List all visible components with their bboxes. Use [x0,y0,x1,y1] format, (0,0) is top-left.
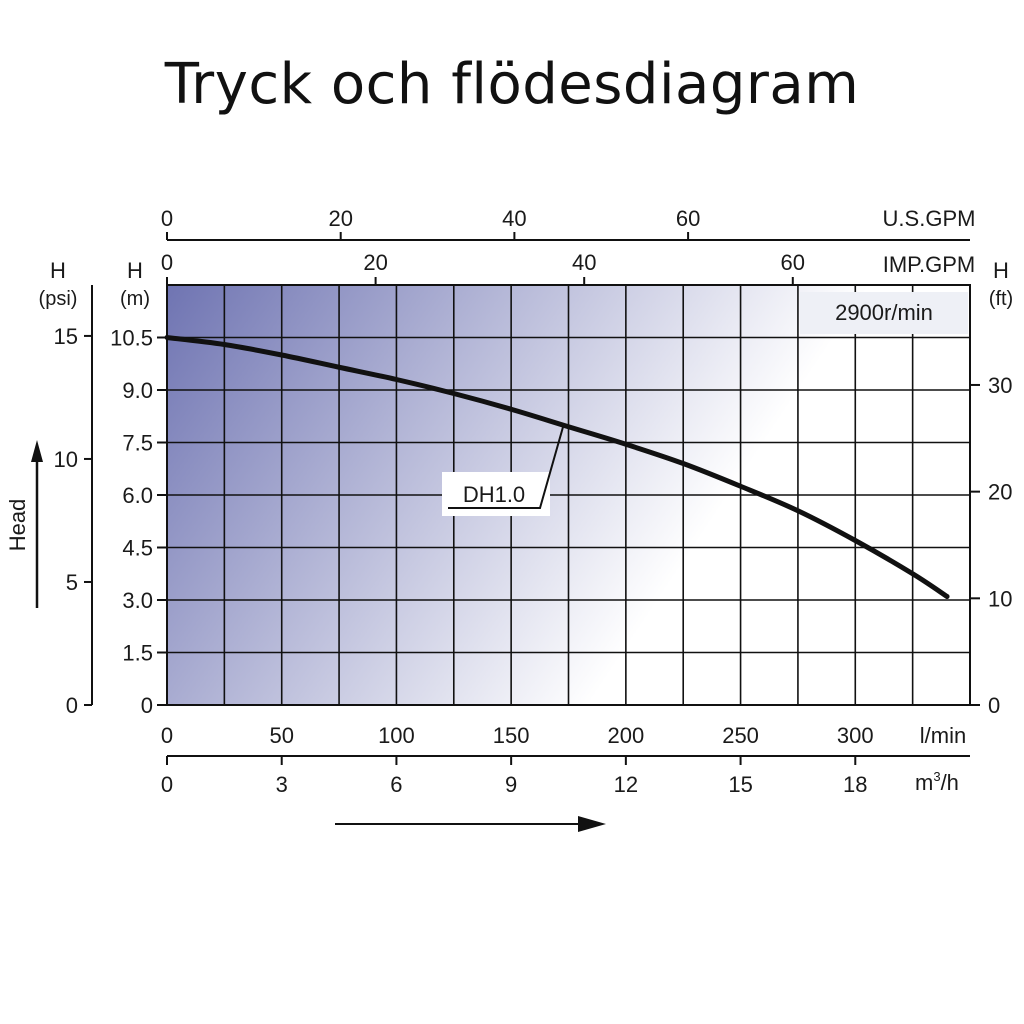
x-tick-label-m3h: 9 [505,772,517,797]
y-tick-label-m: 9.0 [122,378,153,403]
y-tick-label-ft: 10 [988,586,1012,611]
x-tick-label-usgpm: 60 [676,206,700,231]
y-tick-label-m: 6.0 [122,483,153,508]
x-tick-label-impgpm: 0 [161,250,173,275]
x-tick-label-lmin: 50 [269,723,293,748]
x-axis-label-lmin: l/min [920,723,966,748]
y-tick-label-ft: 20 [988,480,1012,505]
x-tick-label-usgpm: 20 [328,206,352,231]
x-tick-label-m3h: 18 [843,772,867,797]
speed-label-box [800,292,968,334]
series-layer [164,335,950,599]
speed-label: 2900r/min [835,300,933,325]
x-tick-label-impgpm: 40 [572,250,596,275]
y-axis-label-ft-unit: (ft) [989,288,1013,310]
x-tick-label-usgpm: 40 [502,206,526,231]
y-tick-label-psi: 10 [54,447,78,472]
x-tick-label-lmin: 100 [378,723,415,748]
y-tick-label-psi: 5 [66,570,78,595]
x-tick-label-impgpm: 60 [781,250,805,275]
y-axis-label-m-top: H [127,258,143,283]
x-tick-label-lmin: 150 [493,723,530,748]
x-tick-label-impgpm: 20 [363,250,387,275]
x-tick-label-lmin: 200 [607,723,644,748]
x-tick-label-m3h: 6 [390,772,402,797]
x-tick-label-usgpm: 0 [161,206,173,231]
x-tick-label-m3h: 3 [276,772,288,797]
y-tick-label-m: 7.5 [122,431,153,456]
y-tick-label-m: 10.5 [110,326,153,351]
x-axis-label-impgpm: IMP.GPM [883,252,976,277]
y-tick-label-psi: 0 [66,693,78,718]
series-label: DH1.0 [463,482,525,507]
y-tick-label-ft: 0 [988,693,1000,718]
y-tick-label-ft: 30 [988,373,1012,398]
grid-lines [167,285,970,705]
y-tick-label-m: 0 [141,693,153,718]
y-tick-label-m: 4.5 [122,536,153,561]
y-axis-label-ft-top: H [993,258,1009,283]
x-tick-label-lmin: 300 [837,723,874,748]
head-arrow-head [31,440,43,462]
head-label: Head [5,499,30,552]
series-line-dh1 [164,335,950,599]
page-title: Tryck och flödesdiagram [164,52,860,117]
series-label-leader [448,426,564,509]
y-axis-label-psi-unit: (psi) [39,288,78,310]
y-axis-label-psi-top: H [50,258,66,283]
x-tick-label-lmin: 0 [161,723,173,748]
x-tick-label-m3h: 15 [728,772,752,797]
x-tick-label-m3h: 12 [614,772,638,797]
y-tick-label-m: 1.5 [122,641,153,666]
x-axis-label-usgpm: U.S.GPM [883,206,976,231]
x-axis-label-m3h: m3/h [915,769,959,795]
y-axis-label-m-unit: (m) [120,288,150,310]
y-tick-label-psi: 15 [54,324,78,349]
x-tick-label-m3h: 0 [161,772,173,797]
y-tick-label-m: 3.0 [122,588,153,613]
x-tick-label-lmin: 250 [722,723,759,748]
